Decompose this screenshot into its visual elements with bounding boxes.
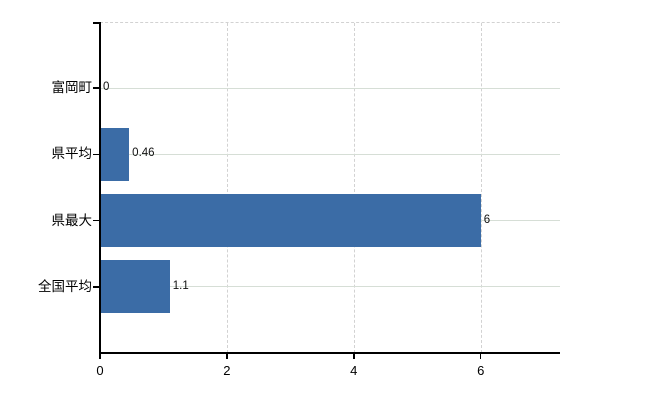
category-gridline [100,286,560,288]
x-axis [99,352,560,354]
category-gridline [100,153,560,155]
category-label: 全国平均 [38,278,92,294]
value-label: 6 [483,213,491,226]
x-tick-label: 0 [96,363,104,378]
y-tick-mark [93,219,100,222]
value-label: 0.46 [132,147,155,160]
y-tick-mark [93,87,100,89]
y-tick-mark [93,286,100,288]
category-label: 富岡町 [51,80,93,96]
y-axis [99,22,101,354]
value-label: 0 [103,81,110,94]
category-gridline [100,87,560,89]
y-tick-mark [93,153,100,156]
x-tick-label: 4 [350,363,358,378]
x-gridline [480,23,482,353]
bar-2 [100,194,481,248]
bar-1 [100,127,130,181]
value-label: 1.1 [172,279,189,292]
x-tick-label: 2 [223,363,231,378]
x-tick-mark [479,353,482,359]
y-axis-end-tick [93,22,100,24]
x-tick-mark [226,353,228,359]
x-tick-mark [353,353,355,359]
plot-top-border [100,22,560,23]
x-gridline [226,23,228,353]
x-tick-label: 6 [477,363,485,378]
x-gridline [353,23,355,353]
bar-3 [100,260,170,314]
category-label: 県平均 [51,146,93,162]
x-tick-mark [99,353,101,359]
category-label: 県最大 [51,212,93,228]
